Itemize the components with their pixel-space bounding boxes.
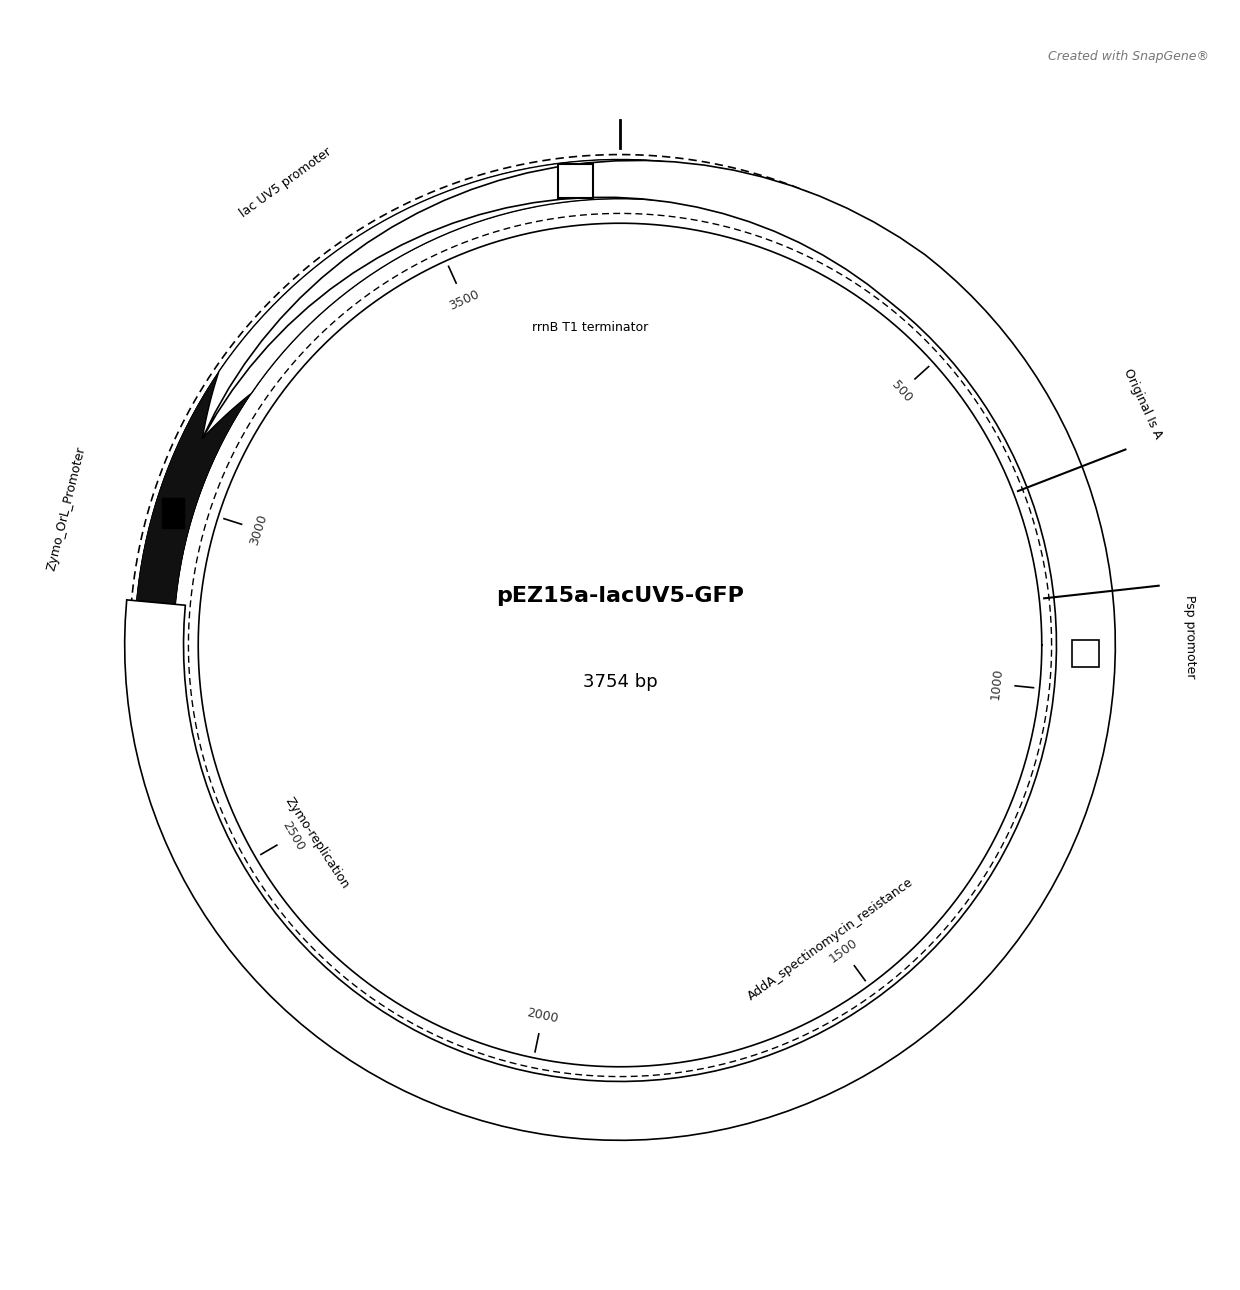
Text: lac UV5 promoter: lac UV5 promoter	[238, 146, 335, 221]
Text: 2500: 2500	[279, 819, 306, 853]
Polygon shape	[548, 720, 1099, 1130]
Bar	[558, 164, 593, 199]
Text: Zymo-replication: Zymo-replication	[283, 795, 352, 891]
Text: pEZ15a-lacUV5-GFP: pEZ15a-lacUV5-GFP	[496, 586, 744, 606]
Polygon shape	[134, 160, 1106, 1130]
Text: 3000: 3000	[248, 512, 270, 547]
Polygon shape	[136, 626, 464, 1100]
Polygon shape	[134, 164, 1106, 1130]
Text: 1000: 1000	[988, 667, 1004, 700]
Text: AddA_spectinomycin_resistance: AddA_spectinomycin_resistance	[745, 875, 916, 1002]
Text: Created with SnapGene®: Created with SnapGene®	[1048, 50, 1209, 63]
Text: Zymo_OrL_Promoter: Zymo_OrL_Promoter	[45, 445, 88, 571]
Text: 500: 500	[889, 378, 914, 405]
Text: 3754 bp: 3754 bp	[583, 673, 657, 690]
Text: Original Is A: Original Is A	[1121, 366, 1164, 440]
Text: Psp promoter: Psp promoter	[1183, 595, 1197, 679]
Text: rrnB T1 terminator: rrnB T1 terminator	[532, 321, 647, 334]
Text: 3500: 3500	[446, 288, 481, 312]
Bar	[1073, 640, 1100, 667]
Polygon shape	[125, 160, 1115, 1140]
Bar	[162, 498, 185, 529]
Text: 1500: 1500	[827, 937, 861, 965]
Polygon shape	[1058, 550, 1106, 716]
Text: 2000: 2000	[526, 1006, 559, 1026]
Polygon shape	[134, 160, 1106, 1130]
